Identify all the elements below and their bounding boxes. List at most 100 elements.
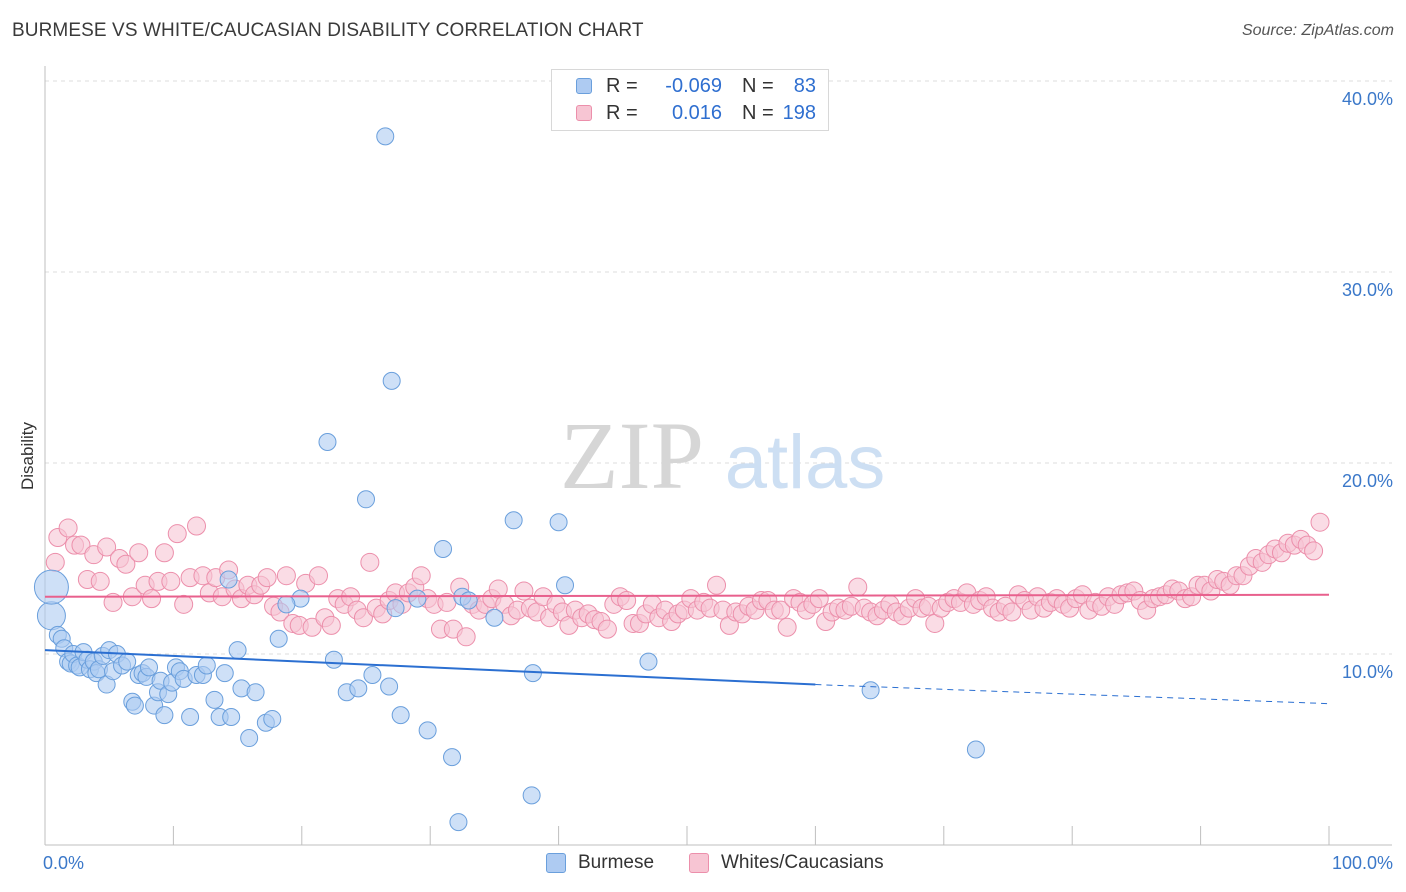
watermark-zip: ZIP xyxy=(560,402,704,509)
burmese-point xyxy=(263,709,282,728)
white-point xyxy=(71,535,91,555)
legend-n-label: N = xyxy=(742,74,774,97)
burmese-point xyxy=(33,569,69,605)
white-point xyxy=(167,524,187,544)
white-point xyxy=(45,552,65,572)
series-whites-caucasians xyxy=(45,512,1330,647)
burmese-point xyxy=(639,652,658,671)
trend-lines xyxy=(44,593,1330,705)
burmese-point xyxy=(181,708,200,727)
burmese-trend-extension xyxy=(815,684,1330,705)
white-point xyxy=(360,552,380,572)
burmese-point xyxy=(118,652,137,671)
gridlines xyxy=(45,80,1392,655)
source-label: Source: ZipAtlas.com xyxy=(1241,22,1394,39)
burmese-point xyxy=(219,570,238,589)
burmese-point xyxy=(240,729,259,748)
burmese-point xyxy=(391,706,410,725)
white-point xyxy=(103,592,123,612)
white-point xyxy=(276,566,296,586)
white-point xyxy=(58,518,78,538)
chart-title: BURMESE VS WHITE/CAUCASIAN DISABILITY CO… xyxy=(12,20,644,41)
burmese-point xyxy=(222,708,241,727)
burmese-point xyxy=(125,696,144,715)
legend: R = -0.069 N = 83 R = 0.016 N = 198 xyxy=(551,69,829,131)
burmese-point xyxy=(434,539,453,558)
white-point xyxy=(161,571,181,591)
burmese-point xyxy=(485,608,504,627)
legend-burmese-n: 83 xyxy=(793,74,816,97)
burmese-point xyxy=(861,681,880,700)
burmese-point xyxy=(386,599,405,618)
watermark-atlas: atlas xyxy=(725,420,886,505)
burmese-point xyxy=(215,664,234,683)
burmese-point xyxy=(418,721,437,740)
white-swatch xyxy=(576,105,592,121)
burmese-point xyxy=(443,748,462,767)
burmese-point xyxy=(197,656,216,675)
burmese-point xyxy=(363,666,382,685)
white-point xyxy=(97,537,117,557)
burmese-point xyxy=(449,813,468,832)
white-point xyxy=(456,627,476,647)
white-point xyxy=(321,615,341,635)
white-point xyxy=(142,589,162,609)
axes xyxy=(44,66,1392,846)
white-swatch xyxy=(689,853,709,873)
burmese-point xyxy=(380,677,399,696)
white-point xyxy=(848,577,868,597)
burmese-swatch xyxy=(576,78,592,94)
burmese-point xyxy=(459,591,478,610)
y-tick-label: 10.0% xyxy=(1342,662,1393,682)
burmese-point xyxy=(349,679,368,698)
burmese-point xyxy=(324,650,343,669)
white-point xyxy=(187,516,207,536)
white-point xyxy=(257,568,277,588)
legend-white-n: 198 xyxy=(782,101,816,124)
burmese-point xyxy=(504,511,523,530)
burmese-point xyxy=(376,127,395,146)
series-burmese xyxy=(33,127,985,832)
legend-row-burmese: R = -0.069 N = 83 xyxy=(576,73,816,99)
burmese-point xyxy=(228,641,247,660)
y-tick-label: 40.0% xyxy=(1342,89,1393,109)
y-tick-label: 20.0% xyxy=(1342,471,1393,491)
burmese-point xyxy=(966,740,985,759)
legend-n-label: N = xyxy=(742,101,774,124)
burmese-point xyxy=(549,513,568,532)
white-point xyxy=(174,594,194,614)
white-point xyxy=(1002,602,1022,622)
white-point xyxy=(90,571,110,591)
watermark: ZIP atlas xyxy=(560,402,885,509)
burmese-point xyxy=(318,432,337,451)
burmese-point xyxy=(382,371,401,390)
white-point xyxy=(514,581,534,601)
burmese-point xyxy=(36,601,66,631)
white-point xyxy=(411,566,431,586)
white-point xyxy=(771,600,791,620)
tick-labels: 10.0% 20.0% 30.0% 40.0% 0.0% 100.0% xyxy=(43,89,1393,873)
white-point xyxy=(308,566,328,586)
burmese-point xyxy=(408,589,427,608)
bottom-legend-burmese-label: Burmese xyxy=(578,852,655,873)
legend-r-label: R = xyxy=(606,101,638,124)
white-point xyxy=(707,575,727,595)
legend-row-white: R = 0.016 N = 198 xyxy=(576,100,816,126)
burmese-trend-line xyxy=(44,649,816,686)
white-point xyxy=(1310,512,1330,532)
burmese-point xyxy=(556,576,575,595)
bottom-legend-white-label: Whites/Caucasians xyxy=(721,852,884,873)
bottom-legend-burmese[interactable]: Burmese xyxy=(546,852,654,874)
white-point xyxy=(777,617,797,637)
bottom-legend-white[interactable]: Whites/Caucasians xyxy=(689,852,884,874)
burmese-point xyxy=(522,786,541,805)
white-point xyxy=(154,543,174,563)
white-point xyxy=(809,589,829,609)
white-trend-line xyxy=(44,593,1330,598)
legend-white-r: 0.016 xyxy=(671,101,722,124)
burmese-point xyxy=(205,690,224,709)
white-point xyxy=(353,608,373,628)
burmese-point xyxy=(269,629,288,648)
x-tick-label-end: 100.0% xyxy=(1332,853,1393,873)
